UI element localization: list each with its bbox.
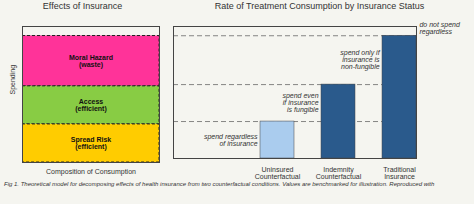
html-text:Effects of Insurance: Effects of Insurance bbox=[42, 1, 123, 11]
html-text:Rate of Treatment Consumption: Rate of Treatment Consumption by Insuran… bbox=[214, 1, 425, 11]
svg-text:Moral Hazard(waste): Moral Hazard(waste) bbox=[69, 54, 113, 69]
svg-text:Spread Risk(efficient): Spread Risk(efficient) bbox=[71, 136, 112, 151]
svg-text:spend only ifinsurance isnon-f: spend only ifinsurance isnon-fungible bbox=[340, 49, 380, 71]
svg-text:TraditionalInsurance: TraditionalInsurance bbox=[383, 166, 416, 180]
svg-text:Composition of Consumption: Composition of Consumption bbox=[46, 168, 136, 176]
html-text:Fig 1. Theoretical model for d: Fig 1. Theoretical model for decomposing… bbox=[4, 181, 435, 187]
svg-text:Access(efficient): Access(efficient) bbox=[75, 98, 107, 113]
svg-text:spend evenif insuranceis fungi: spend evenif insuranceis fungible bbox=[282, 92, 318, 114]
svg-text:IndemnityCounterfactual: IndemnityCounterfactual bbox=[316, 166, 362, 180]
svg-text:spend regardlessof insurance: spend regardlessof insurance bbox=[204, 133, 258, 147]
svg-text:do not spendregardless: do not spendregardless bbox=[419, 21, 461, 36]
svg-text:UninsuredCounterfactual: UninsuredCounterfactual bbox=[255, 166, 301, 180]
svg-text:Spending: Spending bbox=[9, 65, 17, 95]
